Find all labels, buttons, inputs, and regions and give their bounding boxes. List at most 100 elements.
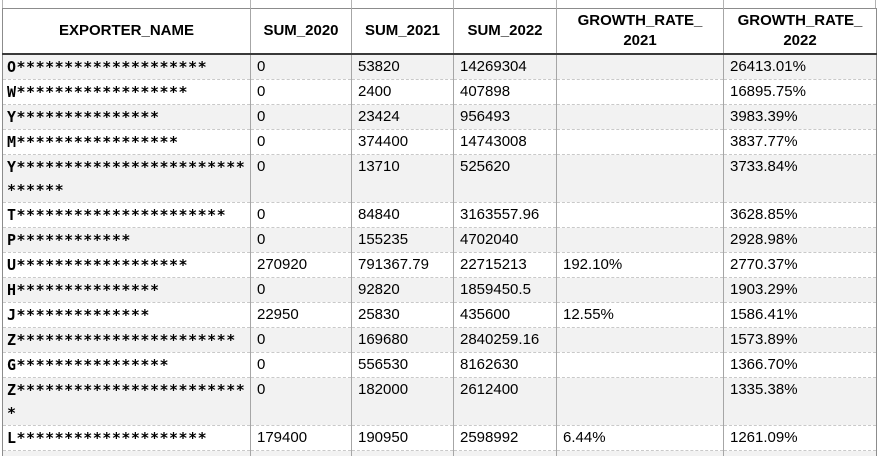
cell-exporter[interactable]: Y*************** xyxy=(2,104,251,130)
cell-gr2022[interactable]: 1903.29% xyxy=(723,277,877,303)
cell-sum2022[interactable]: 525620 xyxy=(453,154,557,203)
exporters-growth-table: EXPORTER_NAME SUM_2020 SUM_2021 SUM_2022… xyxy=(2,8,877,456)
cell-gr2022[interactable]: 2770.37% xyxy=(723,252,877,278)
col-header-growth-rate-2022[interactable]: GROWTH_RATE_ 2022 xyxy=(723,8,877,55)
col-header-sum-2020[interactable]: SUM_2020 xyxy=(250,8,352,55)
table-row: O******************** 0 53820 14269304 26413… xyxy=(2,54,877,80)
cell-gr2021[interactable] xyxy=(556,327,724,353)
cell-exporter[interactable]: H*************** xyxy=(2,277,251,303)
col-header-exporter-name[interactable]: EXPORTER_NAME xyxy=(2,8,251,55)
table-body: O******************** 0 53820 14269304 26413… xyxy=(2,54,877,456)
cell-sum2021[interactable]: 374400 xyxy=(351,129,454,155)
cell-gr2021[interactable]: 6.44% xyxy=(556,425,724,451)
cell-gr2022[interactable]: 3837.77% xyxy=(723,129,877,155)
cell-gr2022[interactable]: 1261.09% xyxy=(723,425,877,451)
cell-sum2020[interactable]: 0 xyxy=(250,327,352,353)
cell-sum2020[interactable]: 0 xyxy=(250,202,352,228)
cell-exporter[interactable]: P************ xyxy=(2,227,251,253)
cell-exporter[interactable]: L******************** xyxy=(2,425,251,451)
cell-sum2022[interactable]: 22715213 xyxy=(453,252,557,278)
cell-sum2020[interactable]: 0 xyxy=(250,79,352,105)
cell-gr2022[interactable]: 3733.84% xyxy=(723,154,877,203)
col-header-sum-2022[interactable]: SUM_2022 xyxy=(453,8,557,55)
cell-exporter[interactable]: M***************** xyxy=(2,129,251,155)
cell-sum2021[interactable]: 84840 xyxy=(351,202,454,228)
cell-gr2021[interactable] xyxy=(556,104,724,130)
col-header-sum-2021[interactable]: SUM_2021 xyxy=(351,8,454,55)
cell-sum2021[interactable]: 169680 xyxy=(351,327,454,353)
cell-gr2022[interactable]: 26413.01% xyxy=(723,54,877,80)
cell-exporter[interactable]: T********************** xyxy=(2,202,251,228)
cell-sum2020[interactable]: 179400 xyxy=(250,425,352,451)
cell-sum2022[interactable]: 435600 xyxy=(453,302,557,328)
table-row: Z************************* 0 182000 2612400… xyxy=(2,377,877,426)
cell-sum2020[interactable]: 0 xyxy=(250,129,352,155)
cell-sum2020[interactable]: 0 xyxy=(250,377,352,426)
cell-sum2021[interactable]: 182000 xyxy=(351,377,454,426)
cell-sum2021[interactable]: 190950 xyxy=(351,425,454,451)
cell-sum2022[interactable]: 2612400 xyxy=(453,377,557,426)
cell-sum2021[interactable]: 25830 xyxy=(351,302,454,328)
cell-exporter[interactable]: Z*********************** xyxy=(2,327,251,353)
cell-sum2021[interactable]: 23424 xyxy=(351,104,454,130)
cell-gr2022[interactable]: 1573.89% xyxy=(723,327,877,353)
cell-sum2022[interactable]: 14743008 xyxy=(453,129,557,155)
cell-exporter[interactable]: G**************** xyxy=(2,352,251,378)
cell-gr2021[interactable] xyxy=(556,352,724,378)
cell-sum2022[interactable]: 407898 xyxy=(453,79,557,105)
cell-sum2022[interactable]: 4702040 xyxy=(453,227,557,253)
cell-sum2021[interactable]: 155235 xyxy=(351,227,454,253)
cell-gr2021[interactable] xyxy=(556,154,724,203)
cell-gr2021[interactable] xyxy=(556,377,724,426)
col-header-growth-rate-2021[interactable]: GROWTH_RATE_ 2021 xyxy=(556,8,724,55)
cell-sum2021[interactable]: 791367.79 xyxy=(351,252,454,278)
cell-sum2020[interactable]: 270920 xyxy=(250,252,352,278)
cell-gr2022[interactable]: 16895.75% xyxy=(723,79,877,105)
cell-sum2021[interactable]: 53820 xyxy=(351,54,454,80)
cell-sum2022[interactable]: 2598992 xyxy=(453,425,557,451)
cell-sum2021[interactable]: 556530 xyxy=(351,352,454,378)
cell-sum2020[interactable]: 0 xyxy=(250,352,352,378)
cell-gr2021[interactable] xyxy=(556,202,724,228)
table-row: L******************** 179400 190950 2598992… xyxy=(2,425,877,451)
cell-exporter[interactable]: W****************** xyxy=(2,79,251,105)
cell-gr2022[interactable]: 3628.85% xyxy=(723,202,877,228)
cell-sum2020[interactable]: 0 xyxy=(250,227,352,253)
cell-gr2022[interactable]: 1366.70% xyxy=(723,352,877,378)
table-row: J************** 22950 25830 435600 12.55% 158… xyxy=(2,302,877,328)
cell-sum2022[interactable]: 2840259.16 xyxy=(453,327,557,353)
table-row: Z*********************** 0 169680 2840259.1… xyxy=(2,327,877,353)
cell-gr2022[interactable]: 1335.38% xyxy=(723,377,877,426)
cell-sum2022[interactable]: 14269304 xyxy=(453,54,557,80)
cell-gr2021[interactable] xyxy=(556,79,724,105)
cell-sum2020[interactable]: 0 xyxy=(250,104,352,130)
cell-exporter[interactable]: O******************** xyxy=(2,54,251,80)
cell-sum2021[interactable]: 2400 xyxy=(351,79,454,105)
cell-gr2021[interactable] xyxy=(556,227,724,253)
cell-sum2021[interactable]: 92820 xyxy=(351,277,454,303)
cell-gr2021[interactable]: 12.55% xyxy=(556,302,724,328)
cell-sum2020[interactable]: 0 xyxy=(250,154,352,203)
cell-sum2020[interactable]: 22950 xyxy=(250,302,352,328)
cell-gr2021[interactable] xyxy=(556,277,724,303)
cell-sum2022[interactable]: 3163557.96 xyxy=(453,202,557,228)
cell-sum2022[interactable]: 956493 xyxy=(453,104,557,130)
partial-cell xyxy=(556,450,724,456)
cell-gr2021[interactable] xyxy=(556,54,724,80)
cell-gr2022[interactable]: 2928.98% xyxy=(723,227,877,253)
cell-exporter[interactable]: Y****************************** xyxy=(2,154,251,203)
cell-exporter[interactable]: U****************** xyxy=(2,252,251,278)
cell-sum2020[interactable]: 0 xyxy=(250,54,352,80)
cell-sum2022[interactable]: 8162630 xyxy=(453,352,557,378)
gridline-stub xyxy=(453,0,454,8)
cell-gr2021[interactable]: 192.10% xyxy=(556,252,724,278)
table-row: W****************** 0 2400 407898 16895.75% xyxy=(2,79,877,105)
cell-exporter[interactable]: Z************************* xyxy=(2,377,251,426)
cell-gr2022[interactable]: 1586.41% xyxy=(723,302,877,328)
cell-gr2022[interactable]: 3983.39% xyxy=(723,104,877,130)
cell-exporter[interactable]: J************** xyxy=(2,302,251,328)
cell-gr2021[interactable] xyxy=(556,129,724,155)
cell-sum2021[interactable]: 13710 xyxy=(351,154,454,203)
cell-sum2020[interactable]: 0 xyxy=(250,277,352,303)
cell-sum2022[interactable]: 1859450.5 xyxy=(453,277,557,303)
